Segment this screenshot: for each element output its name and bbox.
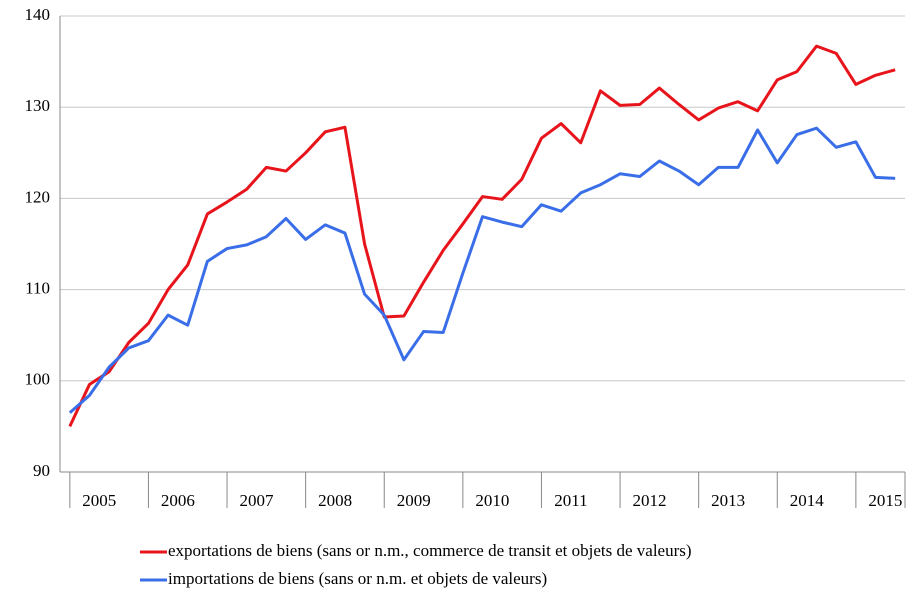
x-tick-label: 2005	[82, 491, 116, 510]
y-tick-label: 120	[25, 187, 51, 206]
x-tick-label: 2014	[790, 491, 825, 510]
legend-label: importations de biens (sans or n.m. et o…	[168, 569, 547, 588]
y-tick-label: 100	[25, 370, 51, 389]
legend-label: exportations de biens (sans or n.m., com…	[168, 541, 692, 560]
y-tick-label: 140	[25, 5, 51, 24]
x-tick-label: 2015	[868, 491, 902, 510]
y-tick-label: 110	[25, 279, 50, 298]
x-tick-label: 2007	[240, 491, 275, 510]
x-tick-label: 2010	[475, 491, 509, 510]
x-tick-label: 2006	[161, 491, 195, 510]
x-tick-label: 2009	[397, 491, 431, 510]
series-line	[68, 44, 896, 428]
x-tick-label: 2008	[318, 491, 352, 510]
y-tick-label: 90	[33, 461, 50, 480]
series-line	[68, 126, 896, 414]
x-tick-label: 2012	[633, 491, 667, 510]
x-tick-label: 2013	[711, 491, 745, 510]
x-tick-label: 2011	[554, 491, 587, 510]
y-tick-label: 130	[25, 96, 51, 115]
